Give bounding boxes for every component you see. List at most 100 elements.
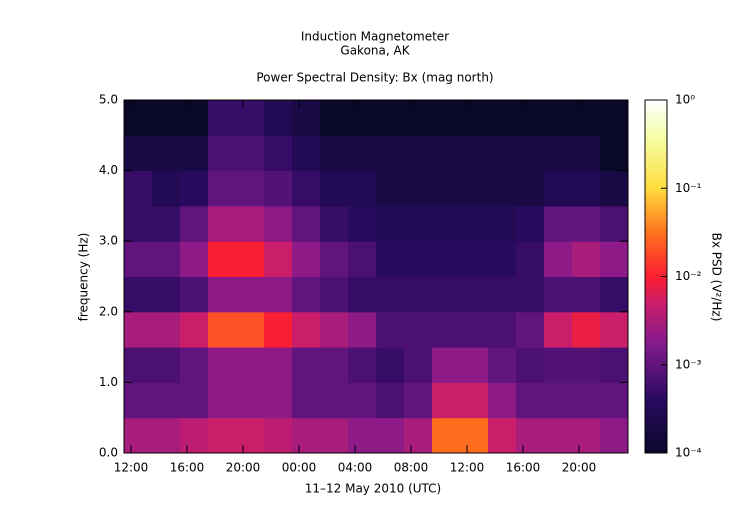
- y-tick-label: 5.0: [99, 93, 118, 107]
- colorbar-segment: [645, 411, 667, 416]
- y-tick-label: 0.0: [99, 446, 118, 460]
- heatmap-cell: [544, 311, 573, 348]
- heatmap-cell: [376, 170, 405, 207]
- colorbar-segment: [645, 297, 667, 301]
- colorbar-segment: [645, 291, 667, 295]
- heatmap-cell: [180, 417, 209, 454]
- colorbar-segment: [645, 279, 667, 283]
- colorbar-segment: [645, 282, 667, 286]
- heatmap-cell: [544, 241, 573, 277]
- colorbar-segment: [645, 244, 667, 248]
- colorbar-segment: [645, 232, 667, 236]
- colorbar-segment: [645, 379, 667, 383]
- colorbar-segment: [645, 338, 667, 342]
- colorbar-segment: [645, 217, 667, 222]
- heatmap-cell: [320, 276, 349, 313]
- heatmap-cell: [264, 311, 293, 348]
- heatmap-cell: [152, 417, 181, 454]
- colorbar-segment: [645, 361, 667, 366]
- colorbar-segment: [645, 385, 667, 389]
- heatmap-cell: [600, 205, 629, 242]
- heatmap-cell: [124, 135, 153, 172]
- heatmap-cell: [124, 382, 153, 419]
- heatmap-cell: [208, 170, 237, 207]
- colorbar-segment: [645, 194, 667, 198]
- heatmap-cell: [404, 276, 433, 313]
- heatmap-cell: [152, 382, 181, 419]
- heatmap-cell: [152, 100, 181, 136]
- heatmap-cell: [516, 241, 545, 277]
- heatmap-cell: [180, 100, 209, 136]
- heatmap-cell: [376, 241, 405, 277]
- heatmap-cell: [320, 170, 349, 207]
- colorbar-segment: [645, 247, 667, 251]
- plot-title: Power Spectral Density: Bx (mag north): [256, 71, 493, 85]
- heatmap-cell: [348, 100, 377, 136]
- heatmap-cell: [208, 311, 237, 348]
- heatmap-cell: [348, 205, 377, 242]
- colorbar-segment: [645, 264, 667, 269]
- heatmap-cell: [236, 276, 265, 313]
- colorbar-segment: [645, 335, 667, 339]
- colorbar-segment: [645, 147, 667, 151]
- heatmap-cell: [124, 241, 153, 277]
- heatmap-cell: [208, 347, 237, 383]
- colorbar-segment: [645, 364, 667, 369]
- x-tick-label: 00:00: [282, 461, 317, 475]
- heatmap-cell: [404, 100, 433, 136]
- colorbar-segment: [645, 352, 667, 357]
- heatmap-cell: [152, 311, 181, 348]
- heatmap-cell: [320, 135, 349, 172]
- heatmap-cell: [460, 241, 489, 277]
- heatmap-cell: [600, 276, 629, 313]
- heatmap-cell: [292, 382, 321, 419]
- heatmap-cell: [488, 100, 517, 136]
- heatmap-cell: [264, 135, 293, 172]
- heatmap-cell: [376, 205, 405, 242]
- heatmap-cell: [460, 170, 489, 207]
- colorbar-segment: [645, 205, 667, 210]
- heatmap-cell: [600, 382, 629, 419]
- colorbar-segment: [645, 238, 667, 242]
- heatmap-cell: [180, 382, 209, 419]
- heatmap-cell: [404, 170, 433, 207]
- heatmap-cell: [460, 417, 489, 454]
- heatmap-cell: [572, 241, 601, 277]
- heatmap-cell: [516, 205, 545, 242]
- y-tick-label: 1.0: [99, 375, 118, 389]
- heatmap-cell: [180, 276, 209, 313]
- heatmap-cell: [488, 347, 517, 383]
- heatmap-cell: [124, 205, 153, 242]
- heatmap-cell: [544, 135, 573, 172]
- heatmap-cell: [404, 205, 433, 242]
- colorbar-segment: [645, 423, 667, 428]
- heatmap-cell: [292, 276, 321, 313]
- heatmap-cell: [572, 417, 601, 454]
- colorbar-segment: [645, 429, 667, 433]
- colorbar-segment: [645, 117, 667, 122]
- heatmap-cell: [600, 241, 629, 277]
- y-tick-label: 4.0: [99, 163, 118, 177]
- heatmap-cell: [348, 417, 377, 454]
- heatmap-cell: [376, 276, 405, 313]
- heatmap-cell: [432, 417, 461, 454]
- colorbar-segment: [645, 138, 667, 142]
- colorbar-segment: [645, 367, 667, 372]
- colorbar-segment: [645, 341, 667, 345]
- heatmap-cell: [488, 135, 517, 172]
- heatmap-cell: [236, 205, 265, 242]
- heatmap-cell: [348, 170, 377, 207]
- heatmap-cell: [460, 347, 489, 383]
- colorbar-tick-label: 10⁻²: [675, 269, 702, 283]
- colorbar-segment: [645, 261, 667, 266]
- colorbar-segment: [645, 270, 667, 275]
- colorbar-segment: [645, 408, 667, 413]
- colorbar-segment: [645, 226, 667, 230]
- colorbar-segment: [645, 141, 667, 145]
- heatmap-cell: [488, 170, 517, 207]
- heatmap-cell: [348, 382, 377, 419]
- heatmap-cell: [292, 170, 321, 207]
- heatmap-cell: [264, 170, 293, 207]
- colorbar-tick-label: 10⁻³: [675, 357, 702, 371]
- plot-frame: [123, 99, 629, 454]
